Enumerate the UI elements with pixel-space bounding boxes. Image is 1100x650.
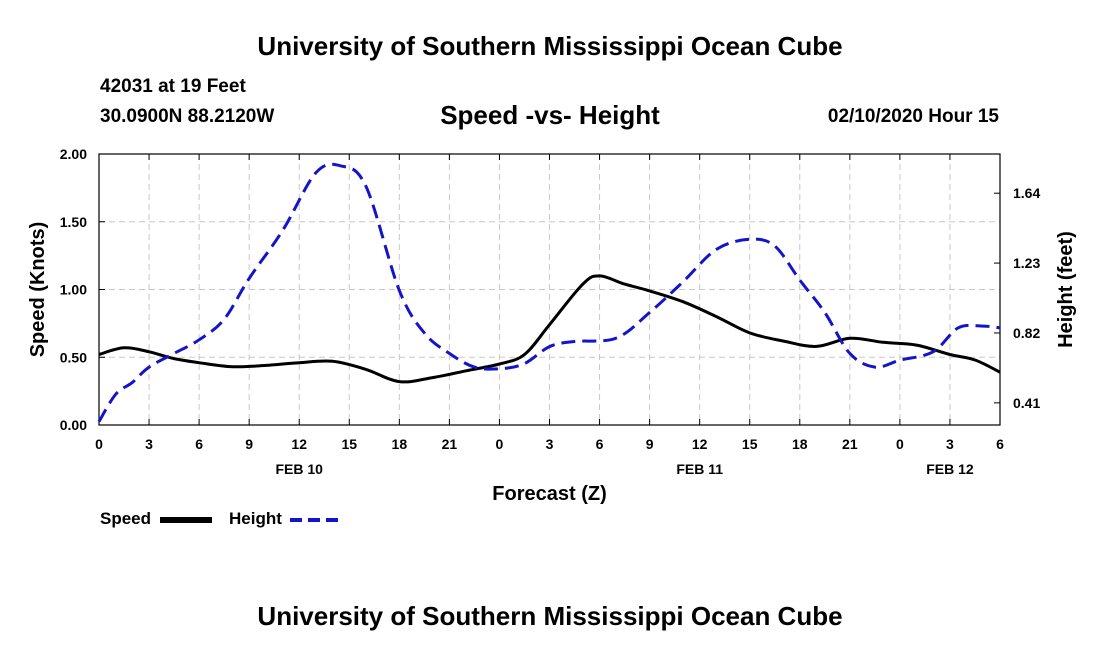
x-tick-label: 18 (792, 436, 808, 452)
y-left-axis-title: Speed (Knots) (27, 222, 49, 358)
x-tick-label: 6 (596, 436, 604, 452)
legend-speed-label: Speed (100, 509, 152, 528)
y-left-tick-label: 1.00 (60, 282, 87, 298)
station-label: 42031 at 19 Feet (100, 76, 246, 97)
series-line-speed (98, 274, 1001, 384)
legend-height-label: Height (229, 509, 282, 528)
y-right-tick-label: 0.41 (1013, 395, 1040, 411)
x-tick-label: 0 (95, 436, 103, 452)
x-tick-label: 21 (842, 436, 858, 452)
y-left-tick-label: 0.50 (60, 349, 87, 365)
coordinates-label: 30.0900N 88.2120W (100, 106, 275, 127)
x-tick-label: 9 (646, 436, 654, 452)
x-tick-label: 0 (496, 436, 504, 452)
y-right-tick-label: 0.82 (1013, 325, 1040, 341)
x-tick-label: 3 (145, 436, 153, 452)
x-tick-label: 18 (392, 436, 408, 452)
y-left-tick-label: 1.50 (60, 214, 87, 230)
x-tick-label: 6 (195, 436, 203, 452)
x-axis-title: Forecast (Z) (492, 483, 606, 505)
chart-title-bottom: University of Southern Mississippi Ocean… (257, 601, 843, 631)
x-tick-label: 3 (946, 436, 954, 452)
x-tick-label: 0 (896, 436, 904, 452)
datetime-label: 02/10/2020 Hour 15 (827, 106, 999, 127)
y-right-tick-label: 1.23 (1013, 255, 1040, 271)
chart-subtitle: Speed -vs- Height (440, 100, 660, 130)
y-left-tick-label: 0.00 (60, 417, 87, 433)
y-left-tick-label: 2.00 (60, 146, 87, 162)
y-right-tick-label: 1.64 (1013, 185, 1040, 201)
y-right-axis-title: Height (feet) (1055, 231, 1077, 348)
x-tick-label: 15 (742, 436, 758, 452)
x-tick-label: 9 (245, 436, 253, 452)
x-tick-label: 3 (546, 436, 554, 452)
plot-frame (98, 153, 1001, 426)
date-label: FEB 10 (275, 461, 323, 477)
x-tick-label: 21 (442, 436, 458, 452)
x-tick-label: 12 (291, 436, 307, 452)
legend-swatches (160, 517, 342, 523)
date-label: FEB 12 (926, 461, 974, 477)
chart-title-top: University of Southern Mississippi Ocean… (257, 31, 843, 61)
x-tick-label: 6 (996, 436, 1004, 452)
date-label: FEB 11 (676, 461, 723, 477)
x-tick-label: 15 (341, 436, 357, 452)
x-tick-label: 12 (692, 436, 708, 452)
series-line-height (97, 162, 1001, 423)
